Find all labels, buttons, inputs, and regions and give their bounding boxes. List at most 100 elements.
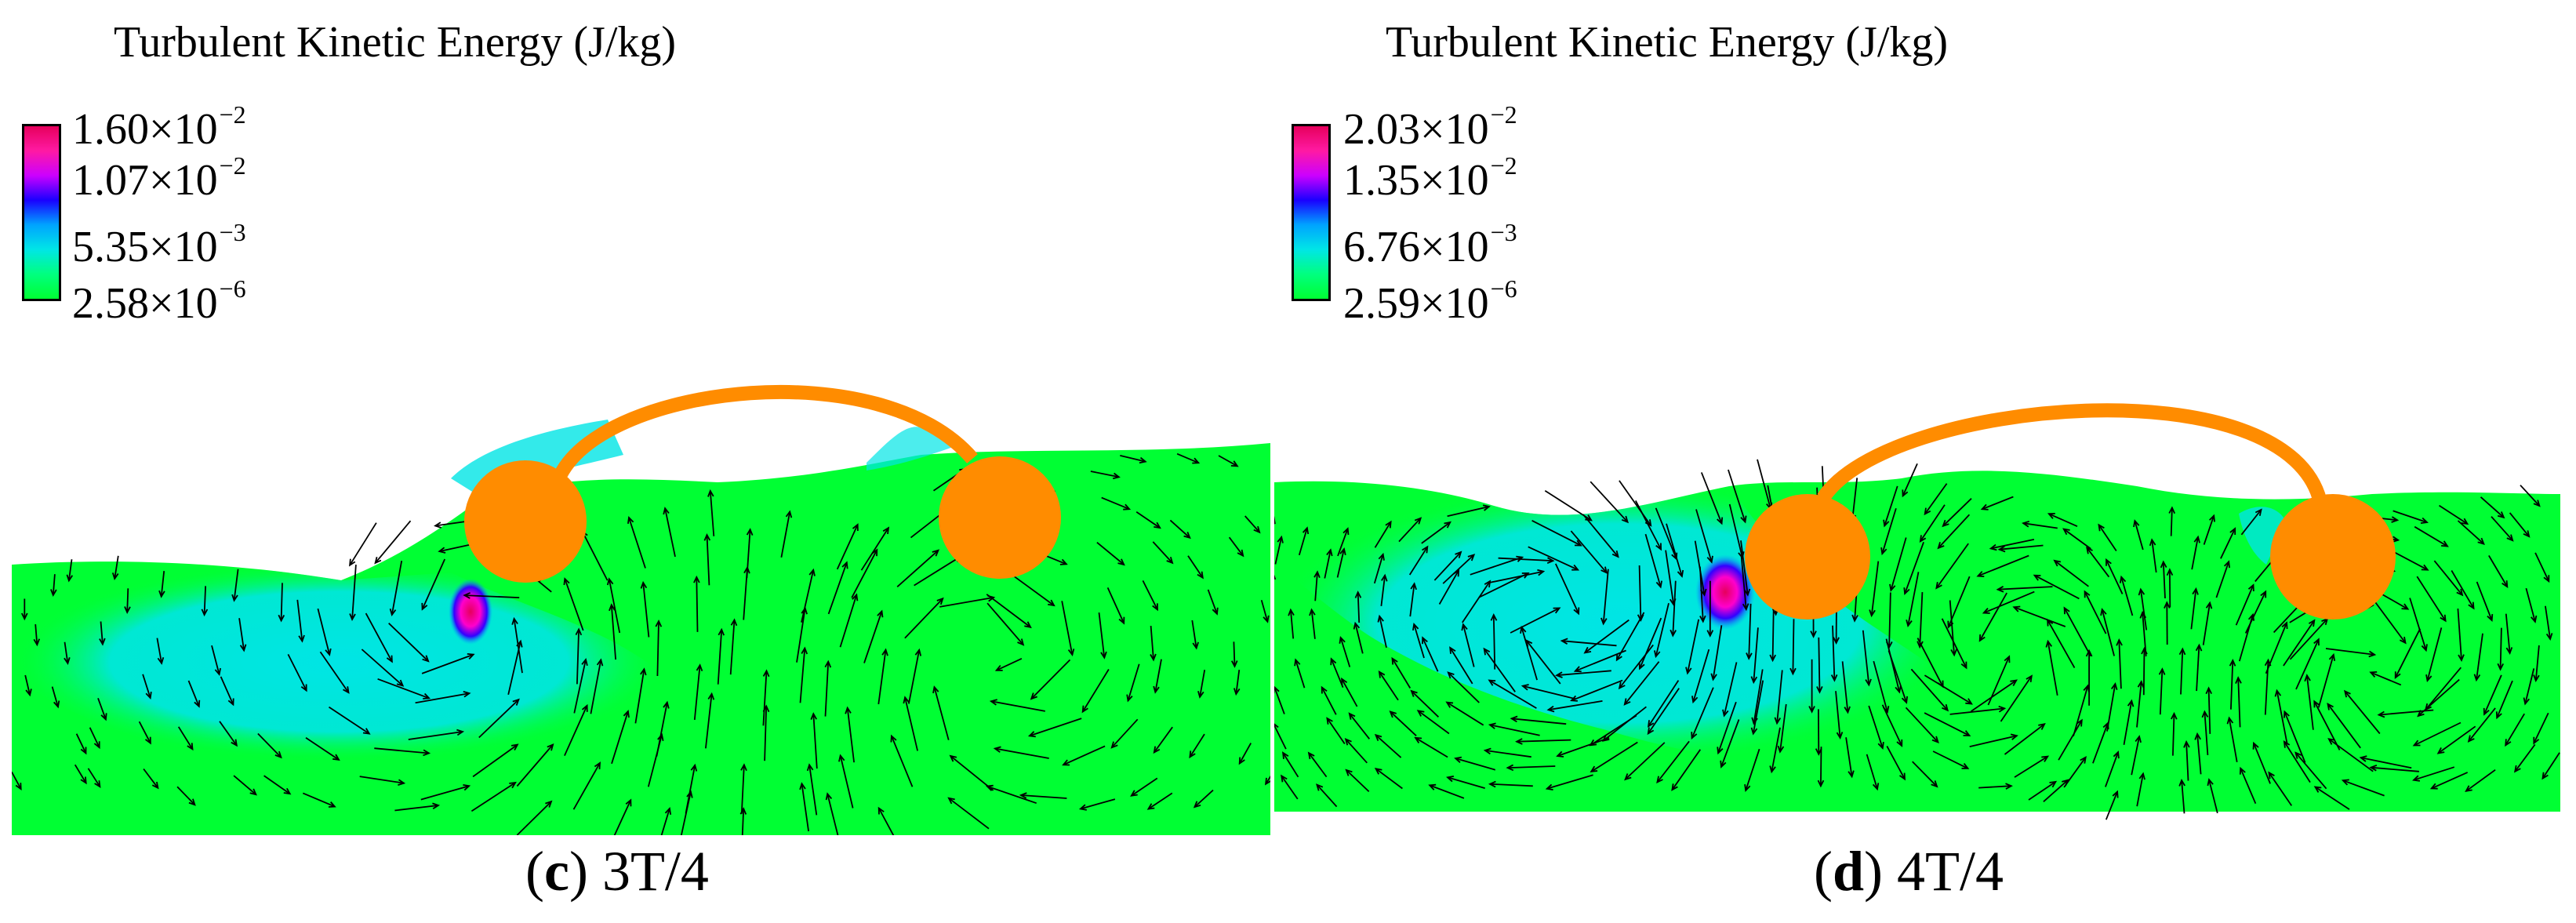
velocity-vector bbox=[2413, 766, 2455, 781]
vector-arrowhead bbox=[2053, 559, 2062, 567]
wake-region bbox=[1274, 481, 1966, 765]
velocity-vector bbox=[87, 768, 101, 787]
velocity-vector bbox=[377, 678, 430, 700]
panel-caption: (d) 4T/4 bbox=[1814, 840, 2004, 903]
vector-arrowhead bbox=[1059, 558, 1068, 565]
velocity-vector bbox=[1511, 718, 1567, 725]
vector-arrowhead bbox=[1081, 705, 1088, 714]
velocity-vector bbox=[904, 697, 918, 751]
colorbar-tick-min: 2.59×10−6 bbox=[1343, 274, 1517, 328]
vector-arrowhead bbox=[1281, 774, 1288, 783]
vector-arrowhead bbox=[2086, 546, 2093, 554]
velocity-vector bbox=[634, 669, 645, 724]
velocity-vector bbox=[660, 808, 670, 835]
vector-arrowhead bbox=[1623, 698, 1631, 706]
velocity-vector bbox=[2328, 738, 2374, 772]
velocity-vector bbox=[374, 747, 430, 754]
vector-arrowhead bbox=[1117, 558, 1125, 566]
vector-arrowhead bbox=[1307, 751, 1315, 760]
velocity-vector bbox=[2063, 607, 2091, 657]
velocity-vector bbox=[263, 775, 291, 794]
vector-arrowhead bbox=[349, 558, 356, 567]
vector-arrowhead bbox=[2294, 751, 2302, 759]
velocity-vector bbox=[1373, 554, 1384, 584]
velocity-vector bbox=[233, 775, 256, 795]
velocity-vector bbox=[1446, 701, 1484, 726]
vector-arrowhead bbox=[328, 801, 336, 808]
vector-arrowhead bbox=[1193, 801, 1201, 809]
vector-arrowhead bbox=[1963, 730, 1971, 737]
vector-arrowhead bbox=[1848, 770, 1855, 779]
velocity-vector bbox=[896, 550, 939, 587]
velocity-vector bbox=[564, 705, 588, 756]
velocity-vector bbox=[1648, 688, 1680, 734]
vector-arrowhead bbox=[422, 655, 430, 663]
velocity-vector bbox=[471, 782, 516, 812]
velocity-vector bbox=[1868, 705, 1884, 749]
vector-arrowhead bbox=[1410, 689, 1418, 697]
velocity-vector bbox=[2237, 678, 2241, 728]
vector-arrowhead bbox=[2424, 703, 2432, 711]
velocity-vector bbox=[1080, 798, 1116, 810]
vector-arrowhead bbox=[1515, 738, 1523, 745]
vector-arrowhead bbox=[1030, 692, 1038, 700]
vector-arrowhead bbox=[99, 638, 106, 646]
velocity-vector bbox=[1881, 507, 1897, 554]
velocity-vector bbox=[1380, 575, 1386, 607]
vector-arrowhead bbox=[881, 648, 888, 656]
velocity-vector bbox=[2043, 779, 2069, 802]
vector-arrowhead bbox=[1344, 738, 1352, 746]
vector-arrowhead bbox=[2328, 652, 2336, 661]
vector-arrowhead bbox=[2047, 618, 2054, 627]
vector-arrowhead bbox=[663, 700, 670, 709]
vector-arrowhead bbox=[1638, 662, 1645, 670]
velocity-vector bbox=[2240, 768, 2257, 805]
vector-arrowhead bbox=[1902, 489, 1909, 498]
vector-arrowhead bbox=[2012, 605, 2021, 612]
velocity-vector bbox=[1154, 659, 1162, 692]
velocity-vector bbox=[1374, 521, 1392, 548]
velocity-vector bbox=[2136, 681, 2142, 728]
cylinder-left bbox=[464, 460, 587, 583]
velocity-vector bbox=[2014, 755, 2048, 778]
velocity-vector bbox=[219, 721, 238, 747]
vector-arrowhead bbox=[703, 533, 711, 541]
velocity-vector bbox=[1890, 537, 1907, 591]
velocity-vector bbox=[1745, 748, 1760, 791]
vector-arrowhead bbox=[877, 806, 885, 815]
velocity-vector bbox=[361, 649, 404, 687]
velocity-vector bbox=[1274, 723, 1287, 750]
velocity-vector bbox=[2131, 736, 2140, 776]
vector-arrowhead bbox=[1381, 573, 1388, 582]
velocity-vector bbox=[2327, 703, 2361, 749]
vector-arrowhead bbox=[1976, 571, 1985, 577]
velocity-vector bbox=[203, 586, 206, 616]
velocity-vector bbox=[824, 661, 830, 717]
vector-arrowhead bbox=[2010, 679, 2018, 687]
velocity-vector bbox=[1308, 752, 1328, 778]
velocity-vector bbox=[1924, 674, 1972, 705]
velocity-vector bbox=[1522, 685, 1577, 700]
velocity-vector bbox=[1101, 496, 1130, 511]
velocity-vector bbox=[1779, 703, 1787, 752]
vector-arrowhead bbox=[1746, 652, 1753, 660]
vector-arrowhead bbox=[985, 784, 994, 791]
velocity-vector bbox=[2534, 645, 2540, 681]
velocity-vector bbox=[319, 651, 350, 693]
vector-arrowhead bbox=[1706, 630, 1714, 638]
velocity-vector bbox=[2084, 591, 2107, 634]
vector-arrowhead bbox=[1506, 764, 1514, 772]
vector-arrowhead bbox=[2229, 659, 2236, 667]
vector-arrowhead bbox=[1446, 776, 1455, 783]
vector-arrowhead bbox=[423, 749, 431, 757]
velocity-vector bbox=[1978, 785, 2011, 789]
velocity-vector bbox=[1169, 519, 1190, 539]
velocity-vector bbox=[1935, 543, 1969, 589]
vector-arrowhead bbox=[762, 704, 770, 713]
vector-arrowhead bbox=[1980, 503, 1989, 511]
vector-arrowhead bbox=[2076, 718, 2083, 727]
velocity-vector bbox=[709, 490, 715, 536]
vector-arrowhead bbox=[512, 698, 520, 706]
vector-arrowhead bbox=[15, 783, 22, 791]
velocity-vector bbox=[388, 623, 429, 662]
